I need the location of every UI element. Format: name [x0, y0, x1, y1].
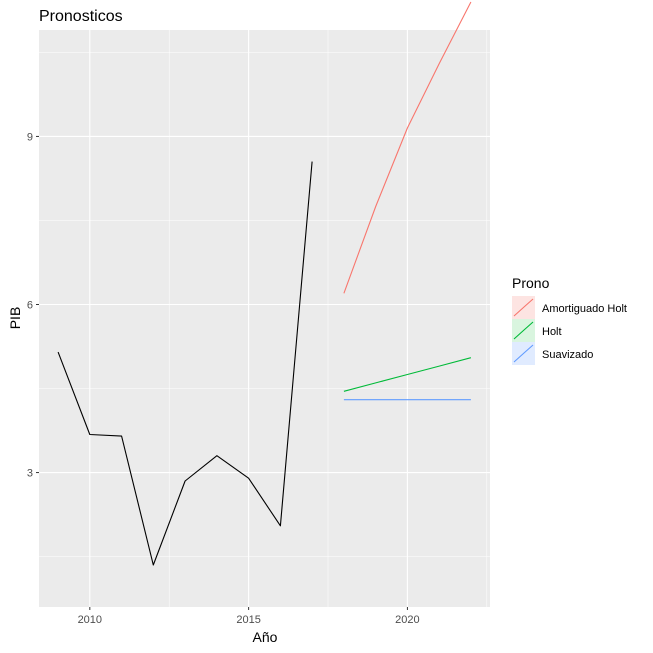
legend: Prono Amortiguado Holt Holt Suavizado [512, 275, 627, 365]
y-axis-ticks: 3 6 9 [27, 131, 39, 480]
series-line-observed [57, 161, 313, 566]
series-line-0 [343, 1, 472, 294]
legend-key-line [513, 298, 534, 317]
grid-major [39, 30, 490, 607]
y-tick-label: 3 [27, 468, 33, 480]
data-lines [57, 1, 472, 566]
plot-panel [39, 30, 490, 607]
legend-title: Prono [512, 275, 550, 291]
x-tick-label: 2010 [78, 614, 102, 626]
chart-title: Pronosticos [39, 8, 123, 25]
x-axis-title: Año [253, 629, 278, 645]
legend-label: Amortiguado Holt [542, 303, 627, 315]
x-axis-ticks: 2010 2015 2020 [78, 607, 420, 626]
series-line-1 [343, 357, 472, 392]
y-axis-title: PIB [7, 307, 23, 330]
legend-label: Holt [542, 326, 562, 338]
y-tick-label: 6 [27, 299, 33, 311]
legend-key-line [513, 344, 534, 363]
x-tick-label: 2020 [395, 614, 419, 626]
y-tick-label: 9 [27, 131, 33, 143]
legend-label: Suavizado [542, 349, 593, 361]
legend-key-line [513, 321, 534, 340]
grid-minor [39, 30, 490, 607]
x-tick-label: 2015 [236, 614, 260, 626]
